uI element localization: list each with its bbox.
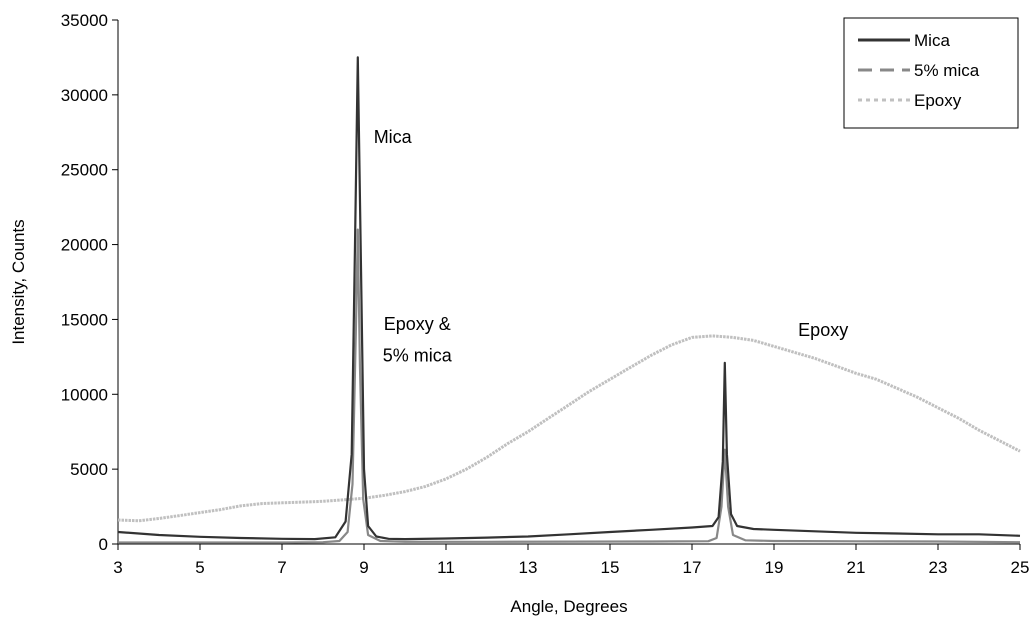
y-tick-label: 30000 [61,86,108,105]
legend-label: Epoxy [914,91,962,110]
x-tick-label: 7 [277,558,286,577]
x-tick-label: 5 [195,558,204,577]
x-tick-label: 21 [847,558,866,577]
y-tick-label: 35000 [61,11,108,30]
x-axis-ticks: 3 5 7 9 11 13 15 17 19 21 23 25 [113,544,1029,577]
x-tick-label: 23 [929,558,948,577]
y-tick-label: 10000 [61,385,108,404]
annotation-label: Mica [374,127,413,147]
x-tick-label: 17 [683,558,702,577]
y-tick-label: 25000 [61,161,108,180]
y-axis-ticks: 0 5000 10000 15000 20000 25000 30000 35000 [61,11,118,554]
y-tick-label: 15000 [61,310,108,329]
legend-box [843,17,1019,129]
x-axis-title: Angle, Degrees [510,597,627,616]
series-line-5-mica [118,228,1021,544]
series-line-epoxy [117,334,1021,523]
y-tick-label: 5000 [70,460,108,479]
annotations: Mica Epoxy & 5% mica Epoxy [374,127,849,366]
series-layer [117,56,1021,544]
x-tick-label: 11 [437,558,455,577]
y-tick-label: 0 [99,535,108,554]
x-tick-label: 15 [601,558,620,577]
x-tick-label: 13 [519,558,538,577]
legend: Mica 5% mica Epoxy [843,17,1019,129]
legend-label: Mica [914,31,950,50]
x-tick-label: 19 [765,558,784,577]
x-tick-label: 3 [113,558,122,577]
x-tick-label: 25 [1011,558,1030,577]
series-line-mica [117,56,1021,541]
y-tick-label: 20000 [61,236,108,255]
legend-label: 5% mica [914,61,980,80]
annotation-label: Epoxy [798,320,848,340]
y-axis-title: Intensity, Counts [9,219,28,344]
x-tick-label: 9 [359,558,368,577]
annotation-label: Epoxy & [384,314,451,334]
annotation-label: 5% mica [383,345,453,365]
